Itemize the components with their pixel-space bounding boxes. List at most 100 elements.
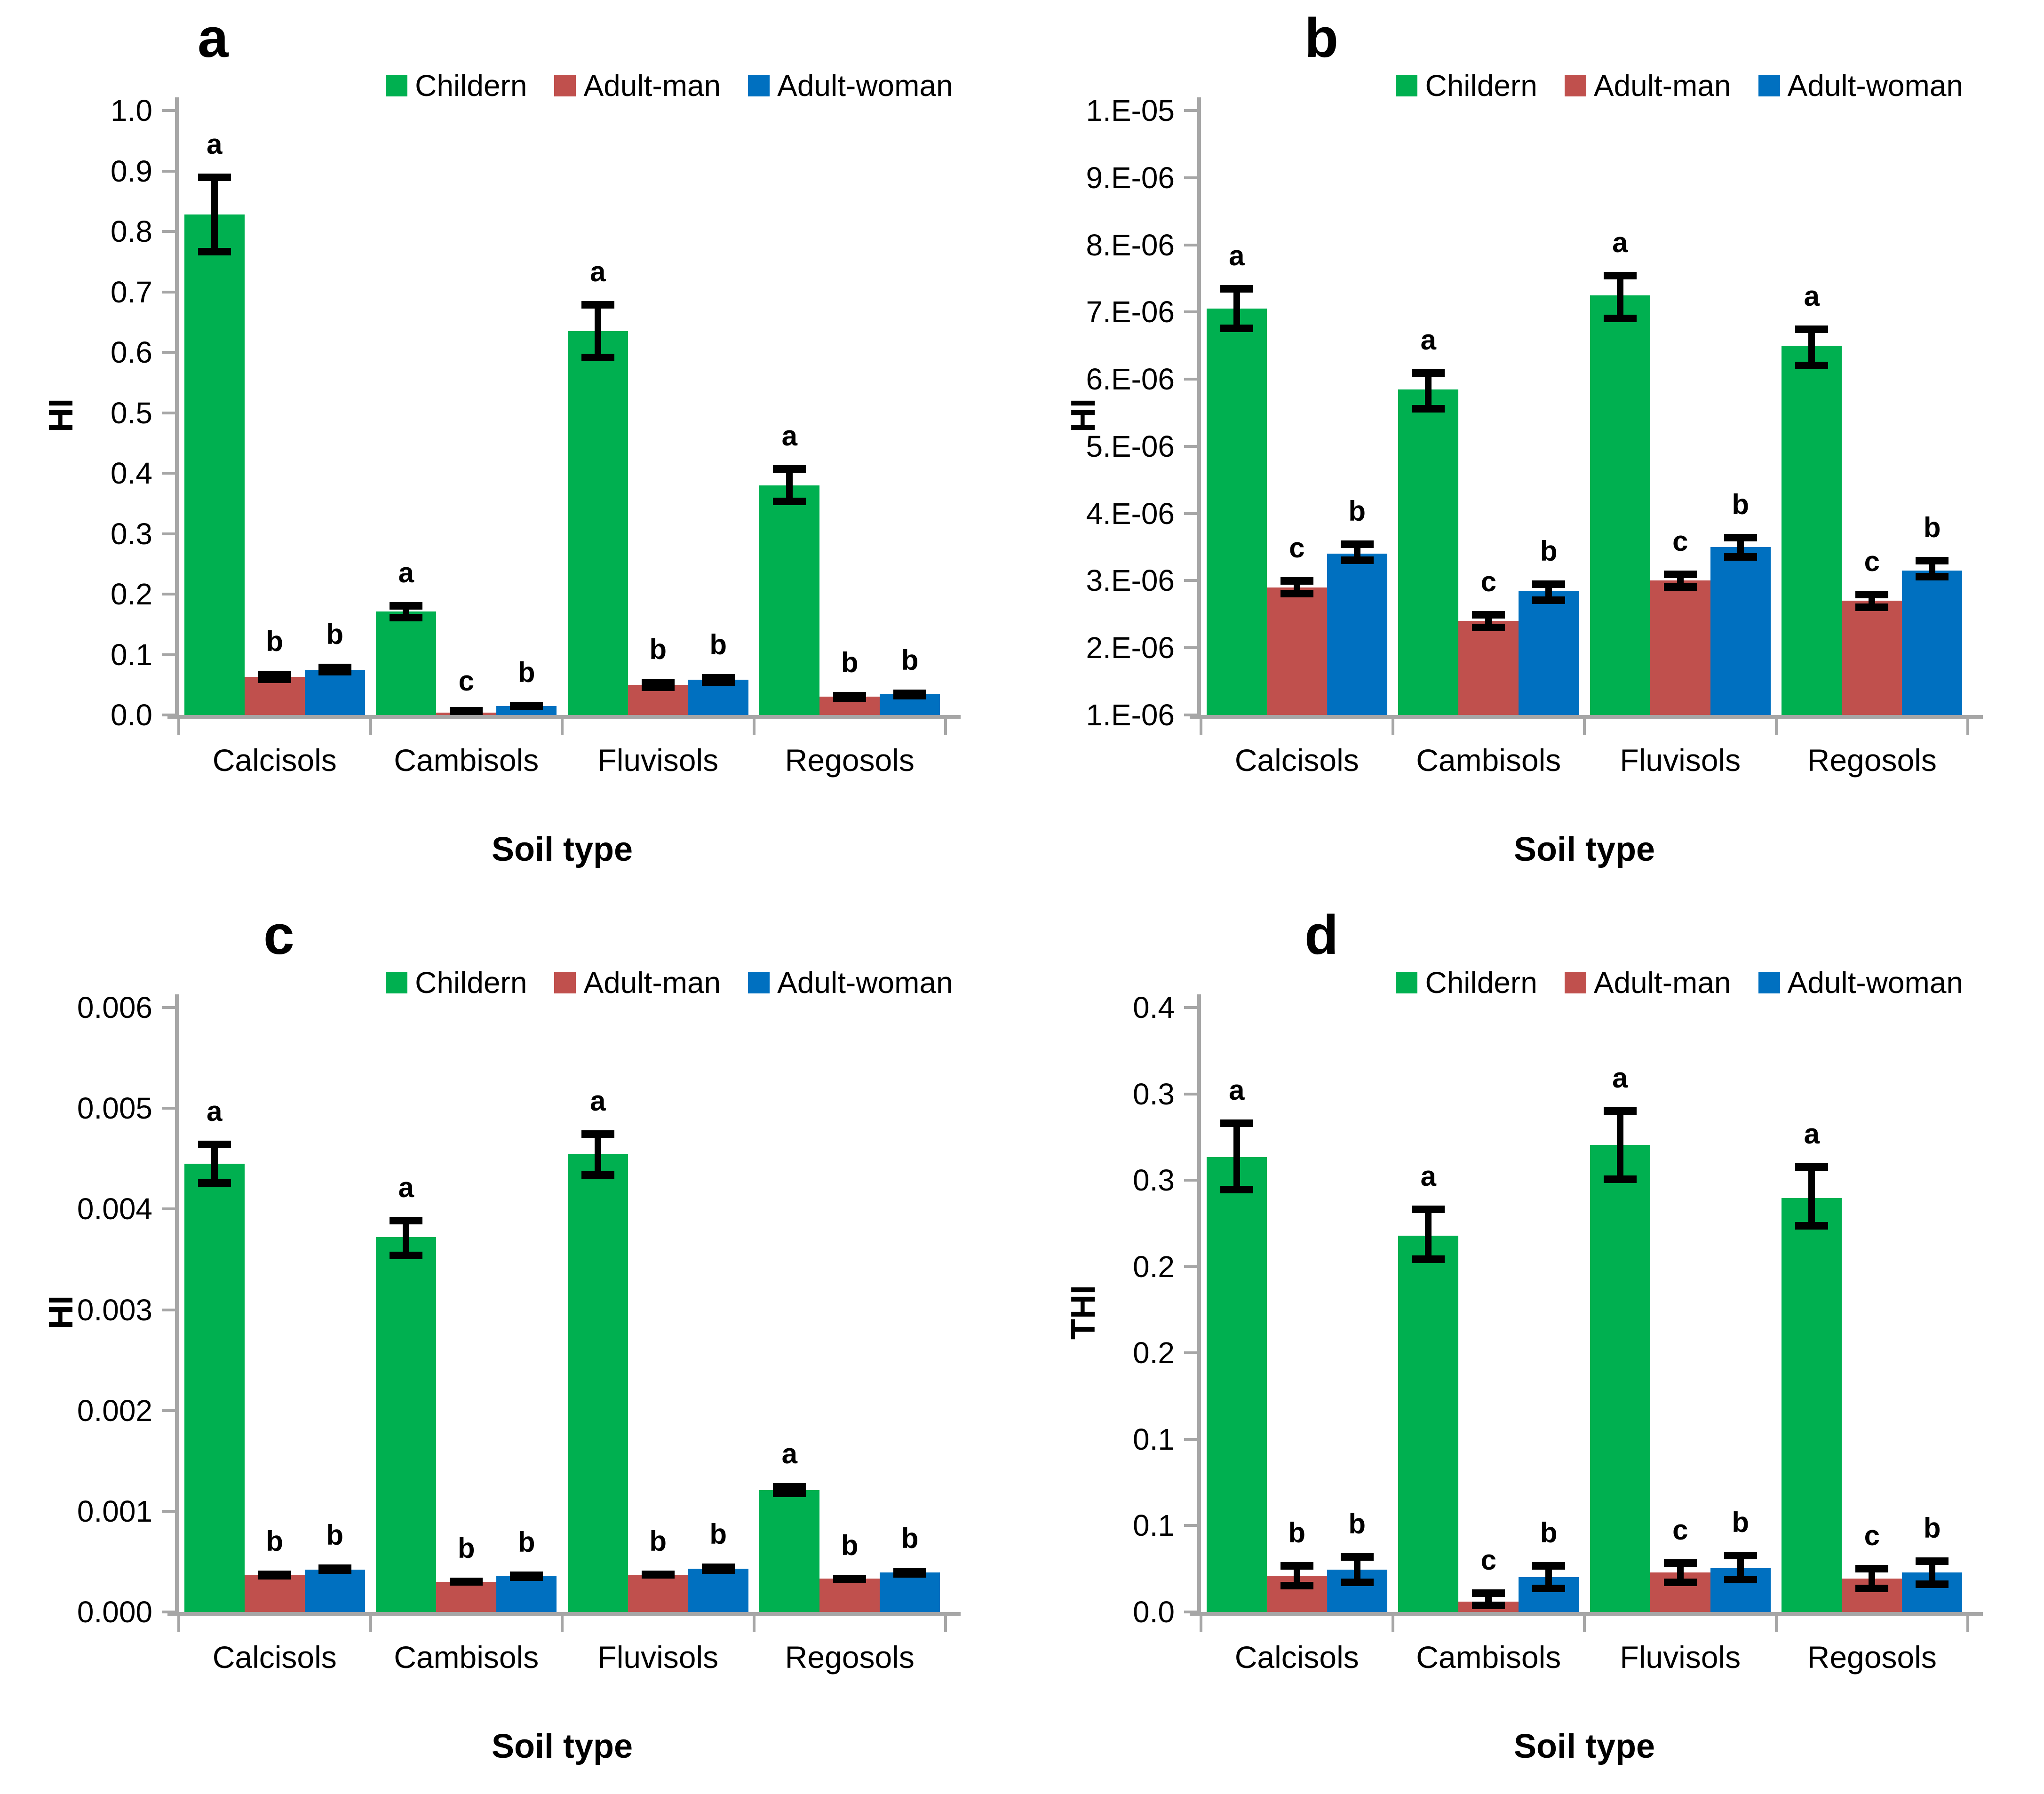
y-tick-mark [1184, 1092, 1197, 1095]
sig-letter: c [1672, 525, 1688, 557]
y-tick-label: 1.E-05 [1086, 94, 1175, 127]
y-tick-mark [162, 1308, 175, 1311]
bar-adult-man [1650, 580, 1710, 715]
x-tick-mark [944, 1616, 947, 1632]
bar-adult-man [1266, 587, 1327, 715]
x-axis-title: Soil type [491, 1728, 633, 1765]
error-bar [1916, 557, 1949, 581]
error-bar-cap-bottom [701, 678, 735, 686]
error-bar [773, 465, 806, 506]
x-tick-mark [1583, 1616, 1586, 1632]
error-bar-cap-top [1855, 590, 1889, 598]
sig-letter: b [841, 647, 859, 679]
y-tick-label: 0.7 [111, 275, 152, 309]
sig-letter: c [1864, 1520, 1880, 1552]
error-bar-cap-bottom [773, 1489, 806, 1497]
legend-item-children: Childern [386, 968, 527, 998]
y-tick-label: 0.1 [111, 637, 152, 672]
x-tick-mark [1966, 719, 1969, 735]
error-bar [581, 301, 614, 362]
error-bar [1603, 271, 1637, 322]
x-axis-title: Soil type [1513, 831, 1655, 868]
bar-children [1206, 309, 1267, 715]
legend-item-adult-man: Adult-man [1564, 968, 1731, 998]
y-tick-mark [162, 109, 175, 112]
x-tick-mark [944, 719, 947, 735]
x-tick-mark [752, 719, 756, 735]
category-label: Cambisols [394, 743, 539, 778]
error-bar-line [1616, 271, 1623, 322]
legend-item-adult-woman: Adult-woman [748, 71, 953, 101]
bar-children [1590, 1145, 1650, 1612]
category-label: Fluvisols [597, 743, 719, 778]
sig-letter: b [649, 1525, 667, 1557]
y-tick-mark [1184, 1179, 1197, 1182]
category-label: Fluvisols [1620, 743, 1741, 778]
error-bar-line [1425, 1205, 1432, 1263]
error-bar-cap-top [1795, 325, 1829, 333]
y-tick-label: 0.006 [77, 991, 152, 1024]
sig-letter: b [1540, 1516, 1558, 1548]
sig-letter: a [398, 556, 414, 588]
sig-letter: b [517, 1526, 535, 1558]
error-bar-cap-bottom [510, 1573, 543, 1581]
y-tick-mark [1184, 512, 1197, 515]
y-tick-label: 0.000 [77, 1595, 152, 1629]
y-tick-label: 0.001 [77, 1494, 152, 1528]
error-bar [1472, 1589, 1505, 1609]
bar-adult-man [628, 1574, 688, 1612]
legend: Childern Adult-man Adult-woman [386, 71, 953, 101]
category-label: Calcisols [212, 1640, 337, 1675]
legend-swatch-icon [1564, 75, 1586, 96]
error-bar [1280, 577, 1313, 598]
y-tick-label: 6.E-06 [1086, 362, 1175, 397]
sig-letter: a [1612, 1062, 1628, 1094]
error-bar [1724, 1551, 1757, 1583]
error-bar [258, 671, 291, 683]
error-bar [1220, 1119, 1253, 1194]
bar-adult-woman [304, 1570, 365, 1612]
legend-item-children: Childern [1396, 968, 1537, 998]
error-bar-line [1233, 1119, 1240, 1194]
error-bar-cap-top [1472, 1589, 1505, 1597]
bar-children [1206, 1157, 1267, 1612]
x-axis-line [167, 715, 961, 719]
bar-adult-man [244, 1574, 305, 1612]
legend-swatch-icon [748, 972, 770, 993]
x-tick-mark [1391, 719, 1394, 735]
bar-children [1398, 1236, 1459, 1612]
error-bar-cap-top [1603, 1107, 1637, 1115]
error-bar-line [1425, 369, 1432, 413]
error-bar-cap-bottom [450, 706, 483, 714]
y-tick-label: 3.E-06 [1086, 564, 1175, 598]
error-bar-line [1808, 1163, 1815, 1230]
error-bar-cap-bottom [641, 683, 675, 691]
bar-adult-woman [1902, 571, 1963, 715]
error-bar-cap-top [1603, 271, 1637, 279]
bar-children [567, 1153, 628, 1612]
y-tick-mark [162, 1509, 175, 1513]
legend: Childern Adult-man Adult-woman [1396, 968, 1963, 998]
legend-swatch-icon [386, 75, 408, 96]
legend-swatch-icon [1758, 75, 1780, 96]
y-axis-line [1197, 994, 1201, 1616]
sig-letter: b [901, 1522, 919, 1554]
legend-label: Childern [415, 966, 527, 1000]
category-label: Regosols [785, 743, 915, 778]
y-tick-label: 0.3 [111, 516, 152, 551]
legend-item-adult-man: Adult-man [554, 71, 721, 101]
error-bar-cap-bottom [893, 691, 927, 699]
category-label: Calcisols [212, 743, 337, 778]
y-tick-mark [1184, 1437, 1197, 1441]
error-bar [641, 1571, 675, 1579]
y-tick-label: 0.8 [111, 214, 152, 248]
legend-label: Childern [1425, 69, 1537, 103]
error-bar-cap-top [390, 1217, 423, 1225]
error-bar [1532, 1562, 1566, 1593]
error-bar-cap-bottom [258, 1572, 291, 1580]
error-bar [833, 1574, 867, 1583]
error-bar-cap-bottom [1532, 596, 1566, 604]
error-bar-cap-bottom [1855, 1585, 1889, 1593]
panel-letter: a [198, 7, 229, 69]
y-tick-mark [162, 1207, 175, 1211]
